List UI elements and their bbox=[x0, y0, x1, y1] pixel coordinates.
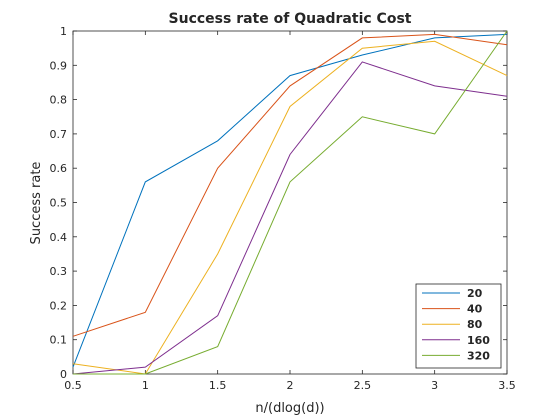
y-tick-label: 0.2 bbox=[50, 299, 68, 312]
y-tick-label: 0.5 bbox=[50, 197, 68, 210]
x-tick-label: 2 bbox=[287, 379, 294, 392]
x-tick-label: 3 bbox=[431, 379, 438, 392]
y-tick-label: 0.1 bbox=[50, 334, 68, 347]
series-line-320 bbox=[73, 30, 508, 375]
x-axis-label: n/(dlog(d)) bbox=[255, 401, 324, 416]
x-tick-label: 1.5 bbox=[209, 379, 227, 392]
legend-label: 320 bbox=[467, 349, 490, 362]
y-tick-label: 0.4 bbox=[50, 231, 68, 244]
legend-label: 80 bbox=[467, 318, 483, 331]
x-tick-label: 1 bbox=[142, 379, 149, 392]
y-tick-label: 0.7 bbox=[50, 128, 68, 141]
y-tick-label: 0 bbox=[60, 368, 67, 381]
chart-title: Success rate of Quadratic Cost bbox=[169, 11, 412, 27]
y-tick-label: 0.6 bbox=[50, 162, 68, 175]
y-tick-label: 0.8 bbox=[50, 94, 68, 107]
legend: 20 40 80 160 320 bbox=[415, 283, 502, 369]
x-tick-label: 3.5 bbox=[498, 379, 516, 392]
series-line-160 bbox=[72, 61, 508, 375]
legend-label: 40 bbox=[467, 303, 483, 316]
legend-label: 160 bbox=[467, 334, 490, 347]
legend-label: 20 bbox=[467, 287, 483, 300]
y-tick-label: 0.9 bbox=[50, 59, 68, 72]
legend-box bbox=[415, 283, 502, 369]
plot-area: 0.5 1 1.5 2 2.5 3 3.5 0 0.1 0.2 0.3 0.4 0.5 0.6 0.7 0.8… bbox=[50, 25, 516, 392]
series-line-20 bbox=[72, 33, 508, 368]
y-axis-label: Success rate bbox=[29, 162, 44, 245]
series-line-40 bbox=[72, 33, 508, 337]
x-tick-label: 2.5 bbox=[354, 379, 372, 392]
y-tick-label: 0.3 bbox=[50, 265, 68, 278]
x-tick-label: 0.5 bbox=[64, 379, 82, 392]
y-tick-label: 1 bbox=[60, 25, 67, 38]
